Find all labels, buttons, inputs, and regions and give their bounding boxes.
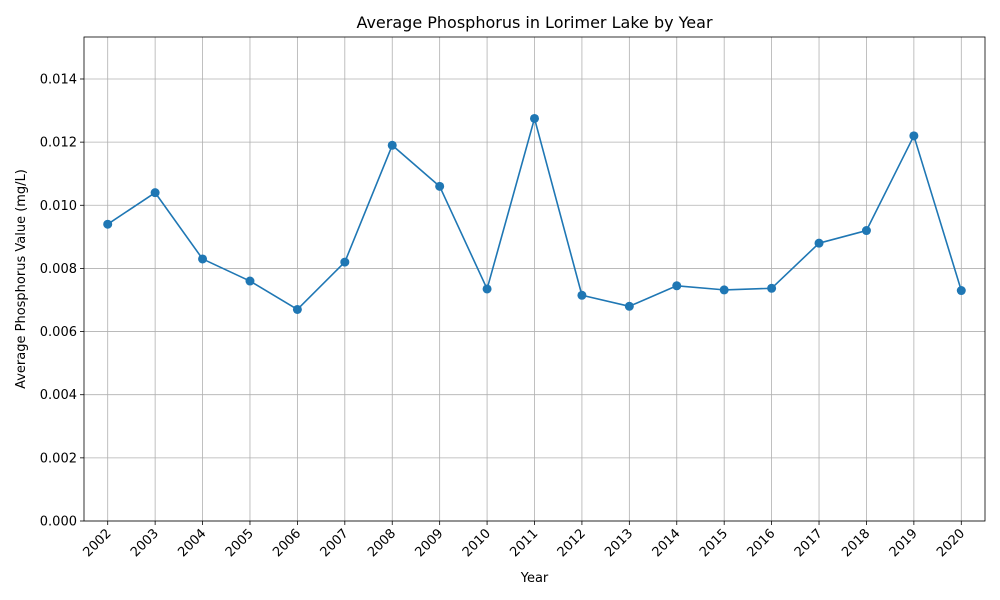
data-point: [103, 219, 113, 229]
series-layer: [103, 113, 966, 314]
data-point: [530, 113, 539, 123]
y-axis: 0.000 0.002 0.004 0.006 0.008 0.010 0.012 0.014: [40, 72, 84, 530]
y-tick-label: 0.004: [40, 388, 77, 403]
y-tick-label: 0.012: [40, 136, 77, 151]
data-point: [861, 226, 871, 236]
y-tick-label: 0.002: [40, 451, 77, 466]
data-point: [909, 131, 919, 141]
data-point: [387, 140, 397, 150]
data-point: [624, 301, 634, 311]
data-point: [435, 181, 445, 191]
data-point: [956, 286, 966, 296]
data-point: [577, 290, 587, 300]
data-point: [150, 188, 160, 198]
y-axis-label: Average Phosphorus Value (mg/L): [14, 169, 29, 389]
y-tick-label: 0.000: [40, 515, 77, 530]
y-tick-label: 0.006: [40, 325, 77, 340]
chart-title: Average Phosphorus in Lorimer Lake by Ye…: [356, 13, 712, 32]
data-point: [198, 254, 208, 264]
data-point: [672, 281, 682, 291]
data-point: [719, 285, 729, 295]
y-tick-label: 0.010: [40, 199, 77, 214]
grid-lines: [84, 37, 985, 522]
data-point: [245, 276, 255, 286]
data-point: [482, 284, 492, 294]
y-tick-label: 0.008: [40, 262, 77, 277]
data-point: [767, 283, 777, 293]
data-point: [340, 257, 350, 267]
y-tick-label: 0.014: [40, 72, 77, 87]
data-point: [814, 238, 824, 248]
data-point: [292, 304, 302, 314]
x-axis-label: Year: [520, 571, 549, 586]
